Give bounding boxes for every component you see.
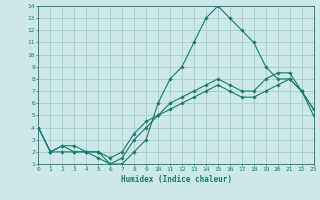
X-axis label: Humidex (Indice chaleur): Humidex (Indice chaleur) bbox=[121, 175, 231, 184]
